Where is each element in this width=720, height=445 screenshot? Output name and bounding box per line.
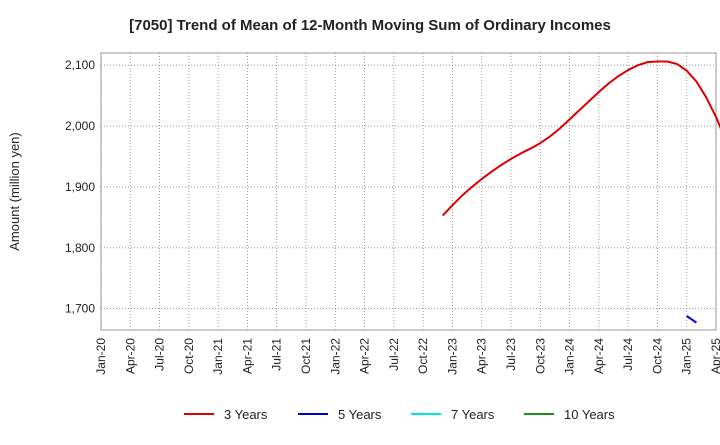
x-tick-label: Oct-22 [416,338,430,374]
legend-label: 5 Years [338,407,382,422]
x-tick-label: Apr-22 [358,338,372,374]
x-tick-label: Apr-20 [123,338,137,374]
x-tick-label: Jul-21 [270,338,284,371]
legend: 3 Years 5 Years 7 Years 10 Years [184,407,615,422]
grid [100,53,717,330]
x-tick-label: Jan-25 [680,338,694,375]
x-tick-label: Apr-21 [240,338,254,374]
plot-area [100,52,717,331]
x-tick-label: Jan-22 [328,338,342,375]
y-tick-label: 2,100 [65,58,95,72]
x-tick-label: Jan-20 [94,338,108,375]
legend-item: 7 Years [411,407,495,422]
legend-item: 10 Years [524,407,615,422]
legend-label: 3 Years [224,407,268,422]
series-line-5-years [686,315,698,324]
y-tick-label: 1,700 [65,302,95,316]
x-tick-label: Jul-24 [621,338,635,371]
x-tick-label: Jul-22 [387,338,401,371]
y-tick-label: 1,800 [65,241,95,255]
x-tick-label: Jan-24 [563,338,577,375]
x-axis: Jan-20 Apr-20 Jul-20 Oct-20 Jan-21 Apr-21 Jul-… [94,338,720,375]
x-tick-label: Jul-20 [153,338,167,371]
series-lines [441,60,720,324]
chart-title: [7050] Trend of Mean of 12-Month Moving … [129,17,611,34]
x-tick-label: Oct-24 [650,338,664,374]
x-tick-label: Oct-21 [299,338,313,374]
y-axis: 1,700 1,800 1,900 2,000 2,100 [65,58,95,316]
x-tick-label: Jan-21 [211,338,225,375]
x-tick-label: Oct-23 [533,338,547,374]
legend-label: 7 Years [451,407,495,422]
y-tick-label: 1,900 [65,180,95,194]
legend-item: 5 Years [298,407,382,422]
x-tick-label: Jul-23 [504,338,518,371]
x-tick-label: Apr-24 [592,338,606,374]
x-tick-label: Apr-23 [475,338,489,374]
x-tick-label: Oct-20 [182,338,196,374]
legend-label: 10 Years [564,407,615,422]
legend-item: 3 Years [184,407,268,422]
x-tick-label: Apr-25 [709,338,720,374]
y-tick-label: 2,000 [65,119,95,133]
y-axis-label: Amount (million yen) [7,132,22,251]
x-tick-label: Jan-23 [445,338,459,375]
series-line-3-years [441,60,720,217]
